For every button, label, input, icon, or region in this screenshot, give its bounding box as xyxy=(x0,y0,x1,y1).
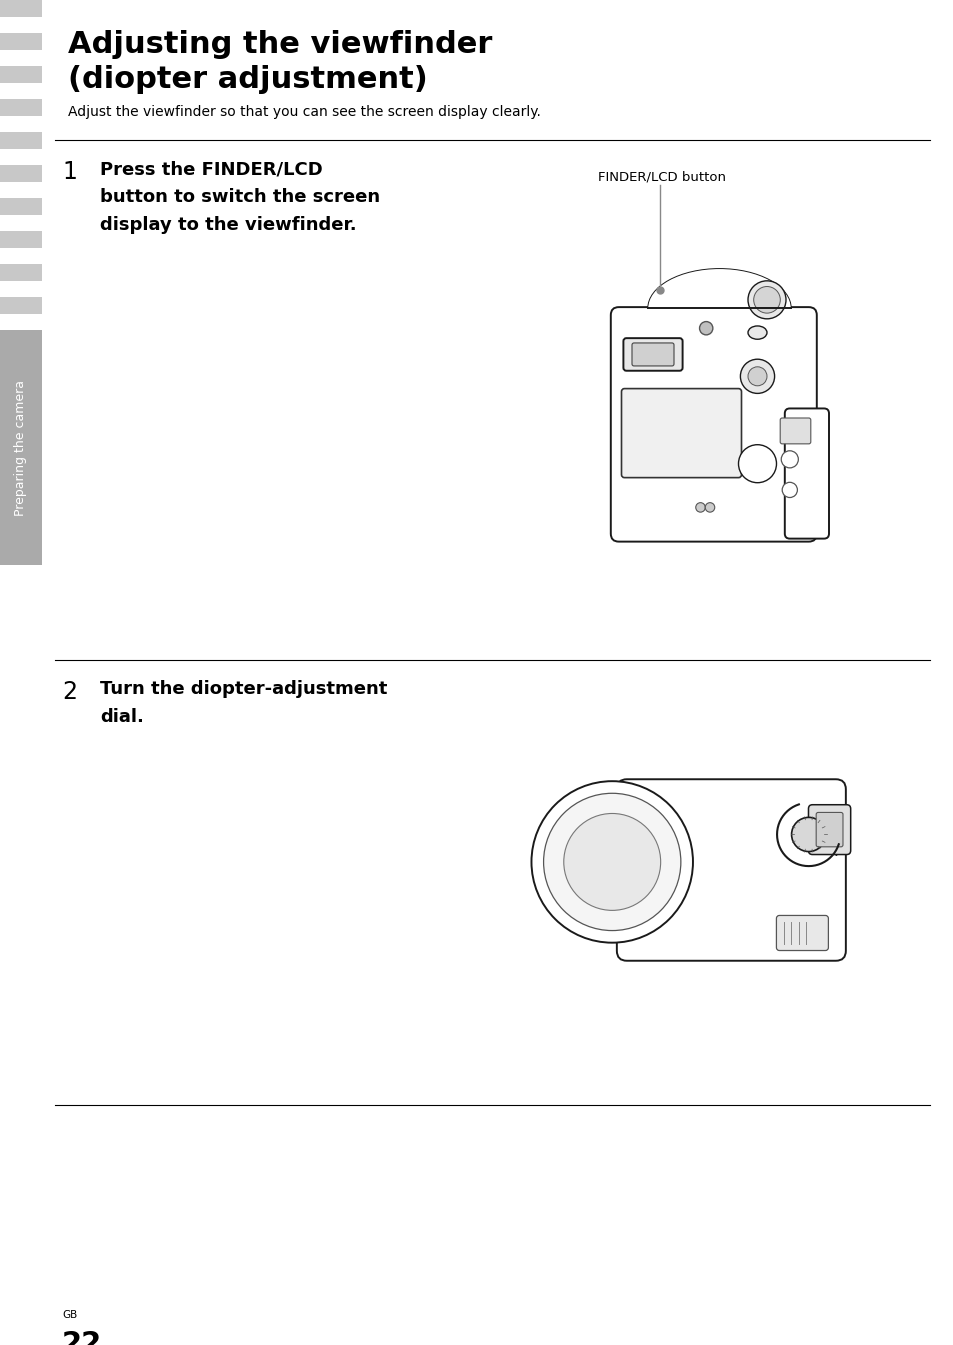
Bar xyxy=(0,281,42,297)
Bar xyxy=(0,198,42,214)
Text: FINDER/LCD button: FINDER/LCD button xyxy=(598,169,725,183)
Text: display to the viewfinder.: display to the viewfinder. xyxy=(100,217,356,234)
Text: button to switch the screen: button to switch the screen xyxy=(100,188,379,206)
Text: GB: GB xyxy=(62,1310,77,1319)
Circle shape xyxy=(747,367,766,386)
Bar xyxy=(0,214,42,231)
FancyBboxPatch shape xyxy=(816,812,842,847)
FancyBboxPatch shape xyxy=(776,916,827,951)
Text: 22: 22 xyxy=(62,1330,102,1345)
Bar xyxy=(0,330,42,565)
Bar xyxy=(0,0,42,16)
Bar xyxy=(0,297,42,313)
Text: Turn the diopter-adjustment: Turn the diopter-adjustment xyxy=(100,681,387,698)
Ellipse shape xyxy=(648,269,790,348)
Circle shape xyxy=(695,503,704,512)
FancyBboxPatch shape xyxy=(784,409,828,538)
Bar xyxy=(0,116,42,132)
Circle shape xyxy=(781,424,797,438)
Text: 2: 2 xyxy=(62,681,77,703)
FancyBboxPatch shape xyxy=(610,307,816,542)
Circle shape xyxy=(791,818,825,851)
Text: 1: 1 xyxy=(62,160,77,184)
Circle shape xyxy=(747,281,785,319)
Circle shape xyxy=(699,321,712,335)
Text: Press the FINDER/LCD: Press the FINDER/LCD xyxy=(100,160,322,178)
Circle shape xyxy=(781,483,797,498)
FancyBboxPatch shape xyxy=(620,389,740,477)
Bar xyxy=(0,100,42,116)
Bar xyxy=(0,182,42,198)
Bar xyxy=(0,82,42,100)
Bar xyxy=(0,231,42,247)
Text: dial.: dial. xyxy=(100,707,144,726)
Circle shape xyxy=(753,286,780,313)
Circle shape xyxy=(740,359,774,393)
Bar xyxy=(0,50,42,66)
Bar xyxy=(0,16,42,34)
FancyBboxPatch shape xyxy=(780,418,810,444)
Bar xyxy=(0,247,42,264)
Bar xyxy=(0,34,42,50)
Text: Preparing the camera: Preparing the camera xyxy=(14,379,28,515)
Circle shape xyxy=(531,781,692,943)
Text: (diopter adjustment): (diopter adjustment) xyxy=(68,65,427,94)
Text: Adjust the viewfinder so that you can see the screen display clearly.: Adjust the viewfinder so that you can se… xyxy=(68,105,540,118)
Text: Adjusting the viewfinder: Adjusting the viewfinder xyxy=(68,30,492,59)
Bar xyxy=(0,132,42,148)
Bar xyxy=(0,66,42,82)
Bar xyxy=(0,165,42,182)
Circle shape xyxy=(781,451,798,468)
Bar xyxy=(0,264,42,281)
Circle shape xyxy=(704,503,714,512)
FancyBboxPatch shape xyxy=(631,343,673,366)
Ellipse shape xyxy=(747,325,766,339)
Circle shape xyxy=(738,445,776,483)
Circle shape xyxy=(543,794,680,931)
Bar xyxy=(0,148,42,165)
Circle shape xyxy=(563,814,660,911)
Bar xyxy=(0,313,42,330)
FancyBboxPatch shape xyxy=(622,338,682,371)
FancyBboxPatch shape xyxy=(807,804,850,854)
FancyBboxPatch shape xyxy=(617,779,845,960)
